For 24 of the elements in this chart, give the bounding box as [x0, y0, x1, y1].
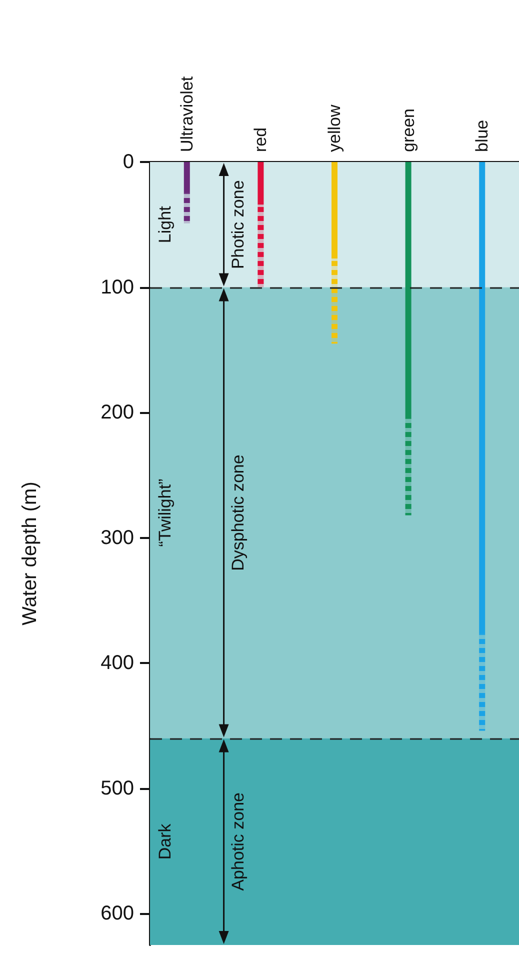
band-label: Photic zone [228, 180, 248, 270]
annotation: “Twilight” [155, 478, 174, 547]
y-tick-label: 400 [100, 652, 134, 674]
band-label: Aphotic zone [228, 792, 248, 891]
y-tick-label: 200 [100, 402, 134, 424]
x-tick-label: green [398, 108, 418, 152]
bar [405, 162, 412, 419]
bar [332, 162, 338, 258]
annotation: Light [155, 206, 174, 244]
y-tick-label: 100 [100, 276, 134, 298]
y-tick-label: 500 [100, 777, 134, 800]
x-tick-label: Ultraviolet [177, 76, 196, 152]
y-tick-label: 0 [122, 151, 134, 173]
bar [184, 162, 190, 194]
x-tick-label: yellow [325, 104, 344, 152]
band-label: Dysphotic zone [228, 454, 248, 571]
x-tick-label: red [251, 127, 270, 152]
bar [258, 162, 264, 205]
bar [479, 162, 486, 634]
y-axis-title: Water depth (m) [19, 482, 41, 626]
y-tick-label: 600 [100, 902, 134, 925]
annotation: Dark [155, 823, 174, 860]
x-tick-label: blue [472, 120, 492, 152]
y-tick-label: 300 [100, 526, 134, 549]
